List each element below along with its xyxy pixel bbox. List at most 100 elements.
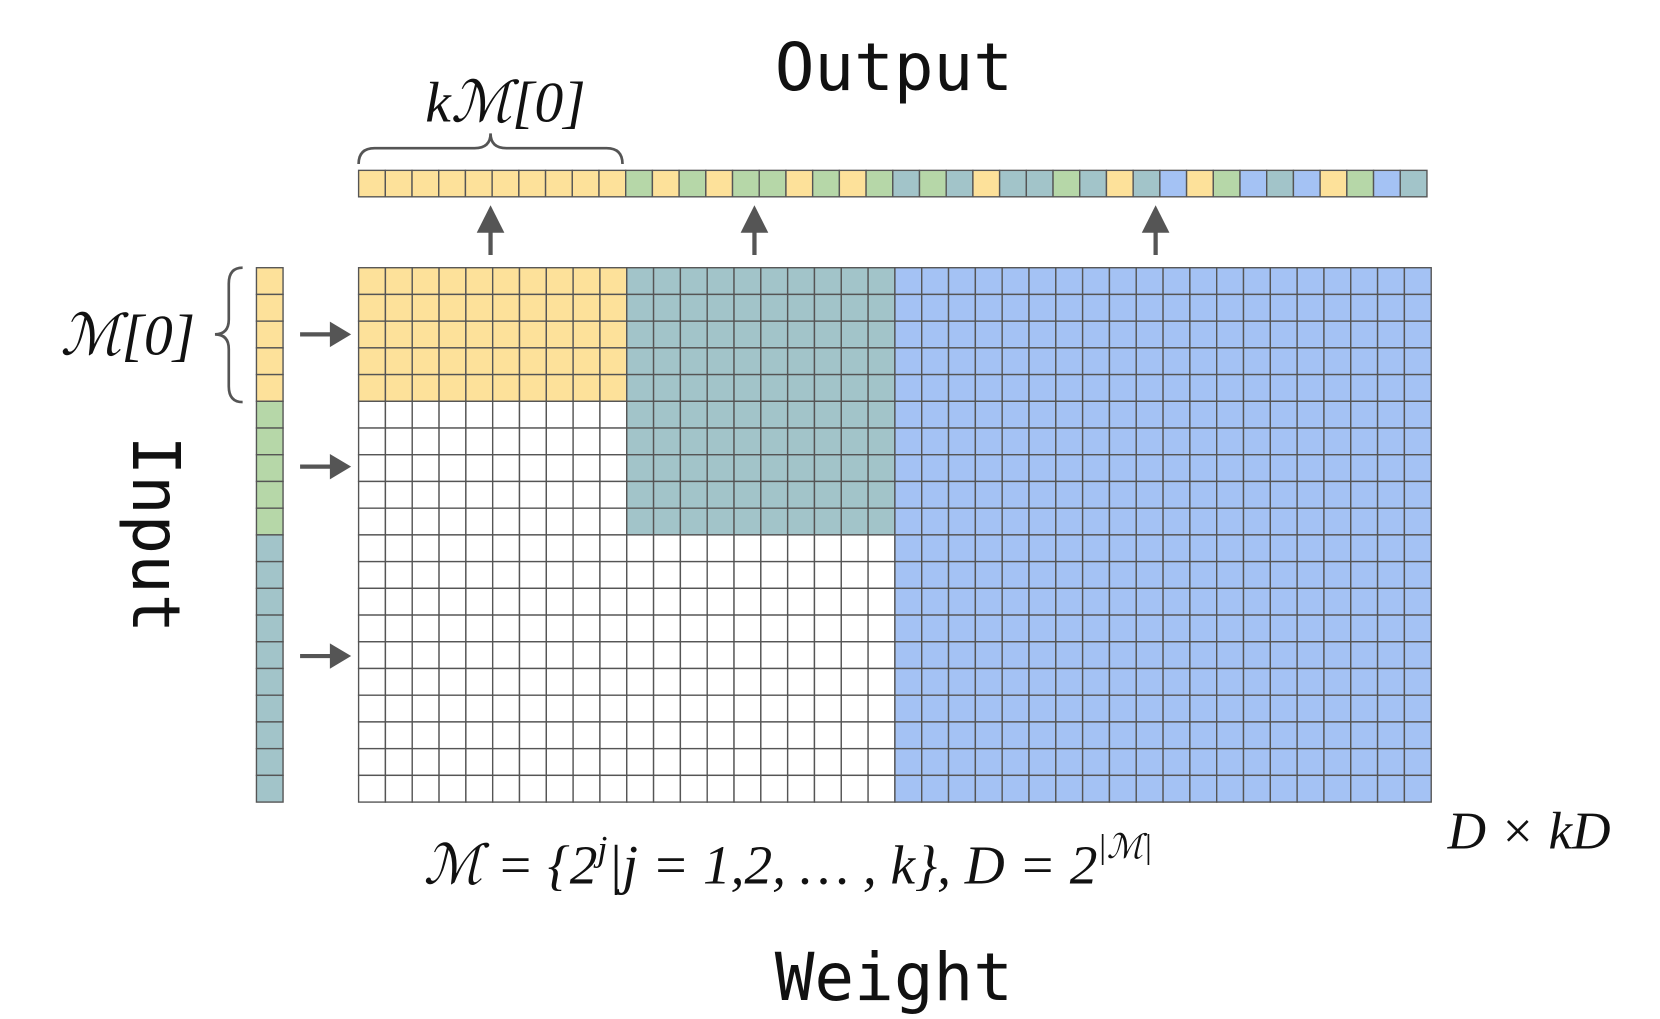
weight-cell: [974, 587, 1003, 616]
size-label: D × kD: [1447, 803, 1611, 861]
weight-cell: [1403, 507, 1432, 536]
weight-cell: [1055, 454, 1084, 483]
weight-cell: [1081, 454, 1111, 483]
weight-cell: [1269, 560, 1298, 590]
weight-cell: [974, 293, 1003, 322]
weight-cell: [1403, 614, 1432, 643]
weight-cell: [1296, 774, 1325, 803]
weight-cell: [786, 373, 816, 402]
weight-cell: [465, 400, 494, 429]
output-cell: [758, 169, 787, 198]
weight-cell: [1081, 747, 1111, 777]
weight-cell: [760, 507, 789, 536]
weight-cell: [411, 587, 440, 616]
weight-cell: [974, 347, 1003, 376]
weight-cell: [733, 587, 762, 616]
weight-cell: [1242, 373, 1272, 402]
weight-cell: [438, 400, 467, 429]
weight-cell: [1242, 614, 1272, 643]
weight-cell: [491, 267, 521, 296]
weight-cell: [411, 667, 440, 696]
weight-cell: [974, 641, 1003, 670]
weight-cell: [1403, 320, 1432, 349]
weight-cell: [706, 400, 735, 429]
weight-cell: [1403, 747, 1432, 777]
weight-cell: [626, 267, 655, 296]
weight-cell: [813, 774, 842, 803]
weight-cell: [786, 667, 816, 696]
weight-cell: [1135, 454, 1164, 483]
weight-cell: [1189, 400, 1218, 429]
weight-cell: [706, 641, 735, 670]
weight-cell: [491, 347, 521, 376]
output-cell: [1372, 169, 1401, 198]
weight-cell: [813, 721, 842, 750]
weight-cell: [518, 320, 548, 349]
weight-cell: [384, 641, 413, 670]
weight-cell: [626, 641, 655, 670]
weight-cell: [545, 560, 574, 590]
weight-cell: [1189, 480, 1218, 509]
input-cell: [255, 320, 284, 349]
weight-cell: [384, 507, 413, 536]
input-cell: [255, 534, 284, 563]
weight-cell: [411, 347, 440, 376]
weight-cell: [1216, 560, 1245, 590]
weight-cell: [679, 667, 708, 696]
weight-cell: [1403, 641, 1432, 670]
weight-cell: [813, 293, 842, 322]
weight-cell: [1403, 373, 1432, 402]
weight-cell: [1403, 400, 1432, 429]
weight-cell: [706, 267, 735, 296]
weight-cell: [1216, 747, 1245, 777]
input-cell: [255, 293, 284, 322]
weight-cell: [1108, 507, 1137, 536]
weight-cell: [921, 454, 950, 483]
weight-cell: [813, 507, 842, 536]
weight-cell: [786, 400, 816, 429]
weight-cell: [1296, 347, 1325, 376]
weight-cell: [706, 560, 735, 590]
weight-cell: [813, 454, 842, 483]
weight-cell: [411, 454, 440, 483]
weight-cell: [518, 587, 548, 616]
weight-cell: [545, 293, 574, 322]
weight-cell: [840, 507, 869, 536]
weight-cell: [760, 427, 789, 456]
top-brace-label: kℳ[0]: [425, 72, 585, 135]
weight-cell: [1269, 480, 1298, 509]
weight-cell: [1376, 320, 1406, 349]
output-label: Output: [775, 29, 1013, 106]
weight-cell: [411, 560, 440, 590]
weight-cell: [1108, 480, 1137, 509]
output-cell: [731, 169, 760, 198]
weight-cell: [733, 373, 762, 402]
weight-cell: [599, 774, 628, 803]
weight-cell: [840, 347, 869, 376]
weight-cell: [760, 641, 789, 670]
weight-cell: [1081, 347, 1111, 376]
weight-cell: [974, 721, 1003, 750]
weight-cell: [652, 400, 682, 429]
weight-cell: [733, 293, 762, 322]
weight-cell: [786, 614, 816, 643]
weight-cell: [947, 667, 977, 696]
weight-cell: [1323, 293, 1352, 322]
weight-cell: [1376, 427, 1406, 456]
output-cell: [1239, 169, 1268, 198]
output-cell: [598, 169, 627, 198]
weight-cell: [1135, 480, 1164, 509]
weight-cell: [518, 694, 548, 723]
weight-cell: [1028, 534, 1057, 563]
weight-cell: [357, 614, 387, 643]
weight-cell: [786, 641, 816, 670]
weight-cell: [733, 454, 762, 483]
weight-cell: [1376, 774, 1406, 803]
weight-cell: [1350, 747, 1379, 777]
weight-cell: [947, 400, 977, 429]
weight-cell: [1216, 320, 1245, 349]
weight-cell: [894, 614, 923, 643]
weight-cell: [491, 320, 521, 349]
weight-cell: [438, 427, 467, 456]
input-cell: [255, 774, 284, 803]
